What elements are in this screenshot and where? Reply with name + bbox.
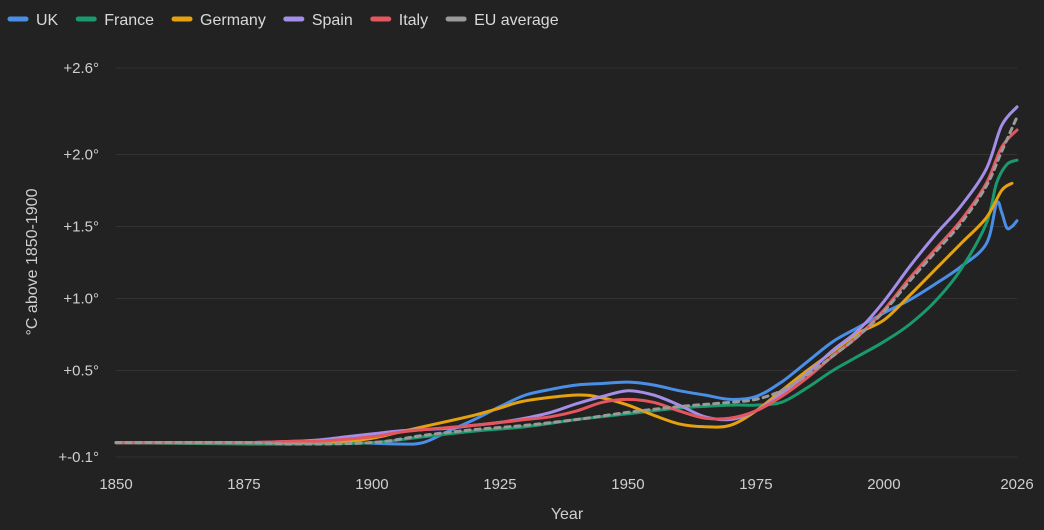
series-lines: [114, 105, 1019, 446]
legend-item-spain: Spain: [283, 12, 353, 29]
y-tick-label: +1.5°: [63, 218, 99, 235]
y-tick-label: +0.5°: [63, 363, 99, 380]
series-line-italy: [114, 128, 1019, 445]
legend-label: Germany: [200, 12, 266, 29]
series-line-france: [114, 158, 1019, 446]
series-line-spain: [114, 105, 1019, 445]
y-tick-label: +1.0°: [63, 291, 99, 308]
series-line-germany: [114, 181, 1014, 445]
legend-item-france: France: [75, 12, 154, 29]
gridlines: [116, 67, 1017, 458]
x-tick-label: 1850: [99, 476, 132, 493]
legend-item-italy: Italy: [370, 12, 428, 29]
y-tick-label: +2.0°: [63, 146, 99, 163]
series-line-eu-average: [114, 115, 1019, 446]
legend-item-uk: UK: [7, 12, 59, 29]
legend-label: Spain: [312, 12, 353, 29]
x-tick-label: 1875: [227, 476, 260, 493]
y-axis-ticks: +-0.1° +0.5° +1.0° +1.5° +2.0° +2.6°: [58, 60, 99, 466]
x-tick-label: 1925: [483, 476, 516, 493]
x-tick-label: 2026: [1000, 476, 1033, 493]
x-axis-ticks: 1850 1875 1900 1925 1950 1975 2000 2026: [99, 476, 1033, 493]
y-axis-title: °C above 1850-1900: [24, 188, 41, 335]
legend: UK France Germany Spain Italy EU average: [7, 12, 559, 29]
x-tick-label: 2000: [867, 476, 900, 493]
x-tick-label: 1950: [611, 476, 644, 493]
legend-label: UK: [36, 12, 59, 29]
y-tick-label: +2.6°: [63, 60, 99, 77]
legend-item-eu-average: EU average: [445, 12, 559, 29]
legend-item-germany: Germany: [171, 12, 266, 29]
x-tick-label: 1975: [739, 476, 772, 493]
legend-label: Italy: [399, 12, 428, 29]
legend-label: France: [104, 12, 154, 29]
legend-label: EU average: [474, 12, 559, 29]
x-tick-label: 1900: [355, 476, 388, 493]
x-axis-title: Year: [551, 506, 584, 523]
y-tick-label: +-0.1°: [58, 449, 99, 466]
